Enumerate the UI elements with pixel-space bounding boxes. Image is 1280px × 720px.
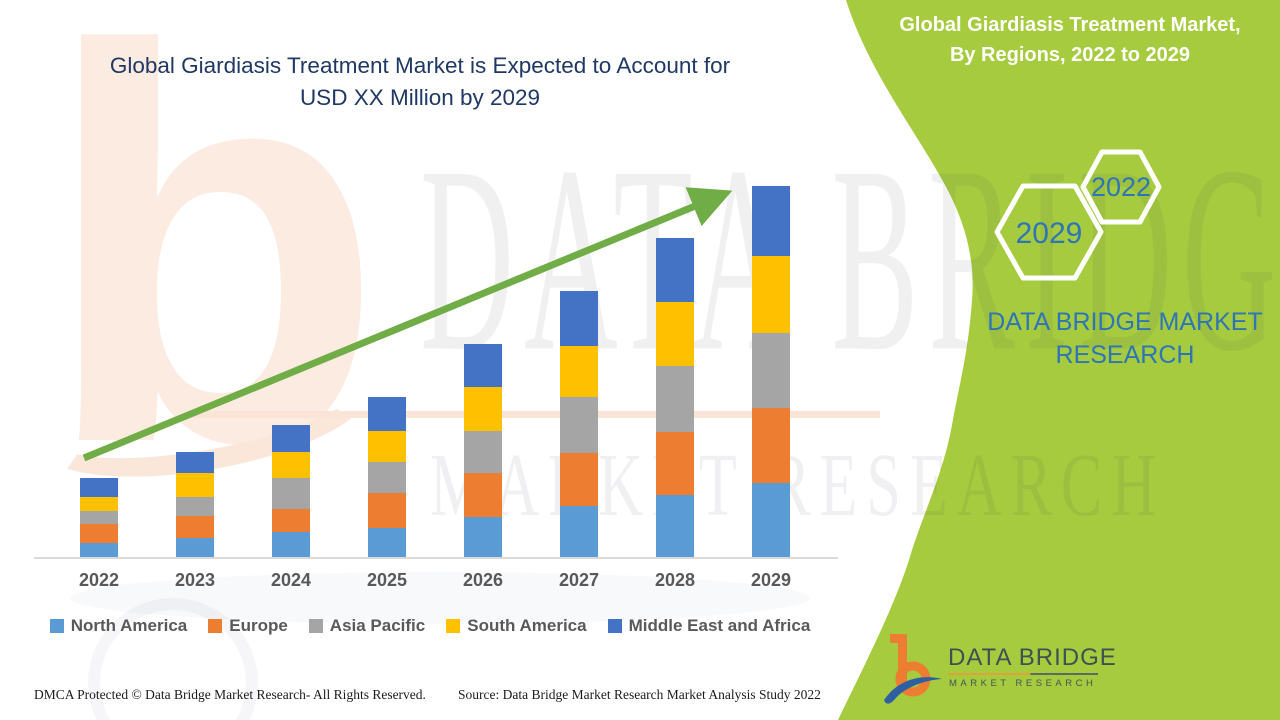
bar-segment-2028-europe — [656, 432, 694, 495]
bar-segment-2023-europe — [176, 516, 214, 538]
bar-segment-2022-europe — [80, 524, 118, 543]
bar-segment-2023-asia-pacific — [176, 497, 214, 516]
bar-segment-2029-europe — [752, 408, 790, 483]
bar-segment-2022-asia-pacific — [80, 511, 118, 524]
bar-segment-2022-middle-east-and-africa — [80, 478, 118, 497]
chart-title-line2: USD XX Million by 2029 — [299, 85, 541, 110]
legend-label: Europe — [229, 616, 288, 635]
bar-segment-2022-south-america — [80, 497, 118, 511]
x-axis-labels: 2022 2023 2024 2025 2026 2027 2028 2029 — [0, 570, 860, 594]
side-panel-title-line2: By Regions, 2022 to 2029 — [949, 44, 1191, 66]
legend-item-north-america: North America — [49, 616, 188, 636]
bar-segment-2024-asia-pacific — [272, 478, 310, 509]
bar-2029 — [752, 186, 790, 557]
bar-segment-2022-north-america — [80, 543, 118, 557]
bar-segment-2025-asia-pacific — [368, 462, 406, 493]
bar-plot-area — [80, 186, 790, 557]
bar-segment-2025-north-america — [368, 528, 406, 557]
x-axis-label-2026: 2026 — [462, 570, 504, 590]
bar-segment-2023-north-america — [176, 538, 214, 557]
bar-segment-2026-middle-east-and-africa — [464, 344, 502, 387]
x-axis-label-2027: 2027 — [558, 570, 600, 590]
bar-segment-2025-europe — [368, 493, 406, 528]
bar-segment-2025-south-america — [368, 431, 406, 462]
bar-2023 — [176, 452, 214, 557]
bar-segment-2028-asia-pacific — [656, 366, 694, 432]
brand-wordmark-line1: DATA BRIDGE MARKET — [987, 308, 1263, 336]
legend-swatch — [607, 619, 622, 633]
logo-b-icon — [884, 634, 942, 704]
bar-segment-2028-middle-east-and-africa — [656, 238, 694, 302]
x-axis-label-2024: 2024 — [270, 570, 312, 590]
bar-segment-2029-north-america — [752, 483, 790, 557]
bar-segment-2027-asia-pacific — [560, 397, 598, 453]
legend-item-europe: Europe — [208, 616, 288, 636]
legend-swatch — [208, 619, 223, 633]
legend-swatch — [308, 619, 323, 633]
bar-2027 — [560, 291, 598, 557]
bar-segment-2026-asia-pacific — [464, 431, 502, 473]
footer-dmca-text: DMCA Protected © Data Bridge Market Rese… — [34, 687, 426, 702]
bar-2026 — [464, 344, 502, 557]
bar-2022 — [80, 478, 118, 557]
bar-segment-2023-middle-east-and-africa — [176, 452, 214, 473]
bar-segment-2026-north-america — [464, 517, 502, 557]
x-axis-label-2029: 2029 — [750, 570, 792, 590]
bar-2025 — [368, 397, 406, 557]
company-logo: DATA BRIDGE MARKET RESEARCH — [882, 632, 1142, 712]
bar-segment-2029-south-america — [752, 256, 790, 333]
bar-2024 — [272, 425, 310, 557]
legend-item-asia-pacific: Asia Pacific — [308, 616, 426, 636]
bar-2028 — [656, 238, 694, 557]
legend-swatch — [446, 619, 461, 633]
legend-item-middle-east-and-africa: Middle East and Africa — [607, 616, 811, 636]
bar-segment-2026-europe — [464, 473, 502, 517]
legend-swatch — [49, 619, 64, 633]
bar-segment-2028-south-america — [656, 302, 694, 366]
legend-label: North America — [70, 616, 188, 635]
logo-underline — [948, 673, 1098, 675]
bar-segment-2027-europe — [560, 453, 598, 506]
bar-segment-2027-south-america — [560, 346, 598, 397]
legend-label: Middle East and Africa — [628, 616, 811, 635]
bar-segment-2024-middle-east-and-africa — [272, 425, 310, 452]
bar-segment-2028-north-america — [656, 495, 694, 557]
legend-label: Asia Pacific — [329, 616, 426, 635]
x-axis-label-2022: 2022 — [78, 570, 120, 590]
bar-segment-2024-south-america — [272, 452, 310, 478]
bar-segment-2029-asia-pacific — [752, 333, 790, 408]
legend-label: South America — [467, 616, 587, 635]
bar-segment-2029-middle-east-and-africa — [752, 186, 790, 256]
x-axis-label-2028: 2028 — [654, 570, 696, 590]
chart-legend: North America Europe Asia Pacific South Ame… — [30, 616, 830, 636]
bar-segment-2025-middle-east-and-africa — [368, 397, 406, 431]
brand-wordmark: DATA BRIDGE MARKET RESEARCH — [980, 306, 1270, 372]
footer-source-text: Source: Data Bridge Market Research Mark… — [458, 687, 821, 702]
logo-tagline: MARKET RESEARCH — [949, 678, 1097, 689]
side-panel-title: Global Giardiasis Treatment Market, By R… — [870, 10, 1270, 70]
brand-wordmark-line2: RESEARCH — [1055, 341, 1195, 369]
chart-title-line1: Global Giardiasis Treatment Market is Ex… — [109, 53, 731, 78]
bar-segment-2024-europe — [272, 509, 310, 532]
x-axis-line — [34, 557, 838, 559]
bar-segment-2024-north-america — [272, 532, 310, 557]
bar-segment-2026-south-america — [464, 387, 502, 431]
chart-title: Global Giardiasis Treatment Market is Ex… — [30, 50, 810, 114]
x-axis-label-2025: 2025 — [366, 570, 408, 590]
legend-item-south-america: South America — [446, 616, 587, 636]
bar-segment-2027-north-america — [560, 506, 598, 557]
x-axis-label-2023: 2023 — [174, 570, 216, 590]
side-panel-title-line1: Global Giardiasis Treatment Market, — [899, 14, 1241, 36]
bar-segment-2023-south-america — [176, 473, 214, 497]
bar-segment-2027-middle-east-and-africa — [560, 291, 598, 346]
logo-name: DATA BRIDGE — [948, 644, 1117, 671]
